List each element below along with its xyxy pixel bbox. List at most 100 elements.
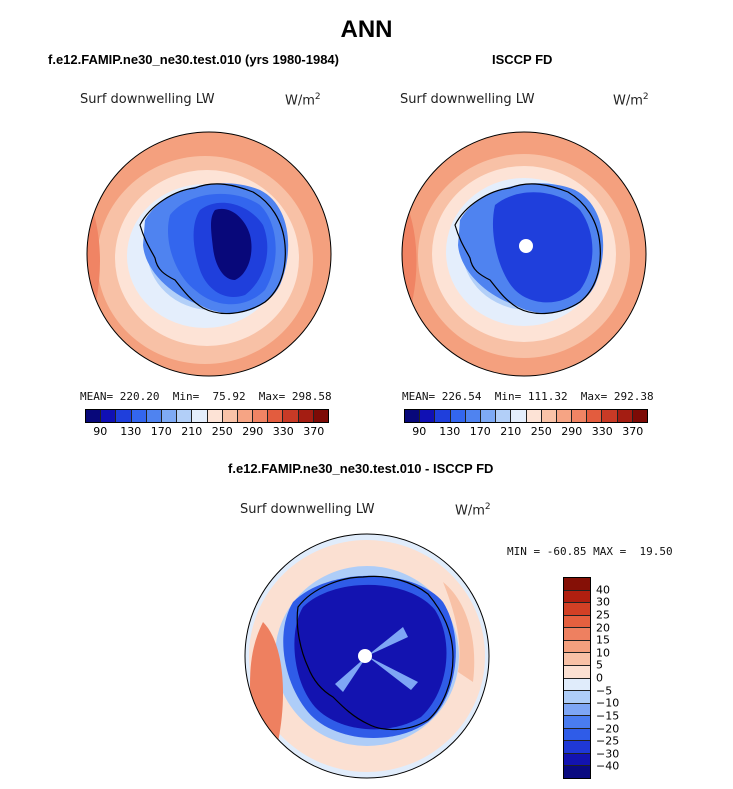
- colorbar-swatch: [564, 741, 590, 754]
- colorbar-swatch: [86, 410, 102, 422]
- colorbar-tick-label: 0: [596, 671, 603, 685]
- panel2-title: ISCCP FD: [492, 52, 553, 67]
- colorbar-swatch: [572, 410, 588, 422]
- panel2-units-label: W/m2: [613, 92, 649, 109]
- colorbar-tick-label: 25: [596, 608, 610, 622]
- colorbar-swatch: [101, 410, 117, 422]
- colorbar-swatch: [564, 628, 590, 641]
- colorbar-tick-label: −20: [596, 722, 620, 735]
- colorbar-swatch: [564, 678, 590, 692]
- panel2-variable-label: Surf downwelling LW: [400, 92, 535, 107]
- panel3-stats: MIN = -60.85 MAX = 19.50: [507, 545, 673, 558]
- map2-coastline: [454, 183, 601, 315]
- colorbar-tick-label: 250: [211, 425, 233, 438]
- colorbar-tick-label: 290: [242, 425, 264, 438]
- colorbar-swatch: [496, 410, 512, 422]
- page-title: ANN: [340, 16, 393, 43]
- colorbar-tick-label: 90: [93, 425, 108, 438]
- colorbar-tick-label: 30: [596, 595, 610, 609]
- colorbar-tick-label: 130: [439, 425, 461, 438]
- map1-coastline: [139, 183, 286, 315]
- panel3-colorbar: [563, 577, 591, 779]
- colorbar-swatch: [617, 410, 633, 422]
- colorbar-swatch: [450, 410, 466, 422]
- panel1-polar-map: [86, 131, 332, 377]
- colorbar-swatch: [564, 728, 590, 742]
- colorbar-swatch: [564, 703, 590, 717]
- colorbar-swatch: [602, 410, 618, 422]
- colorbar-swatch: [564, 590, 590, 604]
- colorbar-tick-label: 5: [596, 658, 603, 672]
- colorbar-swatch: [420, 410, 436, 422]
- colorbar-swatch: [564, 691, 590, 704]
- colorbar-swatch: [556, 410, 573, 422]
- panel2-polar-map: [401, 131, 647, 377]
- colorbar-swatch: [161, 410, 178, 422]
- colorbar-tick-label: 370: [303, 425, 325, 438]
- colorbar-tick-label: 370: [622, 425, 644, 438]
- colorbar-tick-label: 210: [500, 425, 522, 438]
- map3-warm-east: [443, 582, 475, 682]
- map1-ice-4: [211, 208, 252, 280]
- colorbar-tick-label: −30: [596, 747, 620, 761]
- map2-ring-west: [402, 132, 417, 376]
- colorbar-swatch: [564, 640, 590, 654]
- colorbar-tick-label: 170: [469, 425, 491, 438]
- colorbar-swatch: [564, 766, 590, 778]
- colorbar-swatch: [405, 410, 421, 422]
- panel2-stats: MEAN= 226.54 Min= 111.32 Max= 292.38: [402, 390, 654, 403]
- panel1-title: f.e12.FAMIP.ne30_ne30.test.010 (yrs 1980…: [48, 52, 339, 67]
- colorbar-swatch: [632, 410, 647, 422]
- map2-ice-2: [492, 192, 593, 303]
- colorbar-swatch: [564, 578, 590, 591]
- colorbar-tick-label: −25: [596, 734, 620, 748]
- colorbar-swatch: [480, 410, 497, 422]
- map3-coastline: [296, 575, 454, 731]
- colorbar-swatch: [564, 665, 590, 679]
- panel1-units-label: W/m2: [285, 92, 321, 109]
- panel2-colorbar-ticks: 90 130 170 210 250 290 330 370: [404, 425, 648, 439]
- panel2-colorbar: [404, 409, 648, 423]
- map3-pole-hole: [358, 649, 372, 663]
- colorbar-swatch: [222, 410, 238, 422]
- panel1-colorbar: [85, 409, 329, 423]
- colorbar-swatch: [313, 410, 328, 422]
- colorbar-swatch: [116, 410, 132, 422]
- colorbar-swatch: [511, 410, 527, 422]
- colorbar-swatch: [131, 410, 147, 422]
- colorbar-tick-label: 130: [120, 425, 142, 438]
- colorbar-swatch: [564, 753, 590, 767]
- colorbar-swatch: [564, 716, 590, 729]
- colorbar-tick-label: 15: [596, 633, 610, 647]
- colorbar-swatch: [177, 410, 193, 422]
- colorbar-swatch: [237, 410, 254, 422]
- colorbar-swatch: [587, 410, 603, 422]
- colorbar-swatch: [526, 410, 542, 422]
- colorbar-tick-label: 20: [596, 621, 610, 634]
- panel3-title: f.e12.FAMIP.ne30_ne30.test.010 - ISCCP F…: [228, 461, 494, 476]
- panel1-stats: MEAN= 220.20 Min= 75.92 Max= 298.58: [80, 390, 332, 403]
- colorbar-tick-label: 330: [591, 425, 613, 438]
- colorbar-tick-label: −40: [596, 759, 620, 773]
- colorbar-tick-label: 290: [561, 425, 583, 438]
- colorbar-swatch: [298, 410, 314, 422]
- panel3-colorbar-ticks: 40 30 25 20 15 10 5 0 −5 −10 −15 −20 −25 −30 −40: [596, 577, 636, 779]
- panel3-units-label: W/m2: [455, 502, 491, 519]
- map3-rays: [335, 627, 418, 692]
- colorbar-tick-label: 210: [181, 425, 203, 438]
- panel3-variable-label: Surf downwelling LW: [240, 502, 375, 517]
- colorbar-swatch: [564, 603, 590, 616]
- colorbar-swatch: [541, 410, 557, 422]
- colorbar-swatch: [253, 410, 269, 422]
- colorbar-tick-label: 10: [596, 646, 610, 660]
- colorbar-swatch: [192, 410, 208, 422]
- colorbar-tick-label: 90: [412, 425, 427, 438]
- colorbar-tick-label: 330: [272, 425, 294, 438]
- colorbar-swatch: [435, 410, 451, 422]
- colorbar-swatch: [146, 410, 162, 422]
- colorbar-tick-label: 250: [530, 425, 552, 438]
- map2-pole-hole: [519, 239, 533, 253]
- colorbar-swatch: [283, 410, 299, 422]
- colorbar-swatch: [564, 615, 590, 629]
- colorbar-swatch: [268, 410, 284, 422]
